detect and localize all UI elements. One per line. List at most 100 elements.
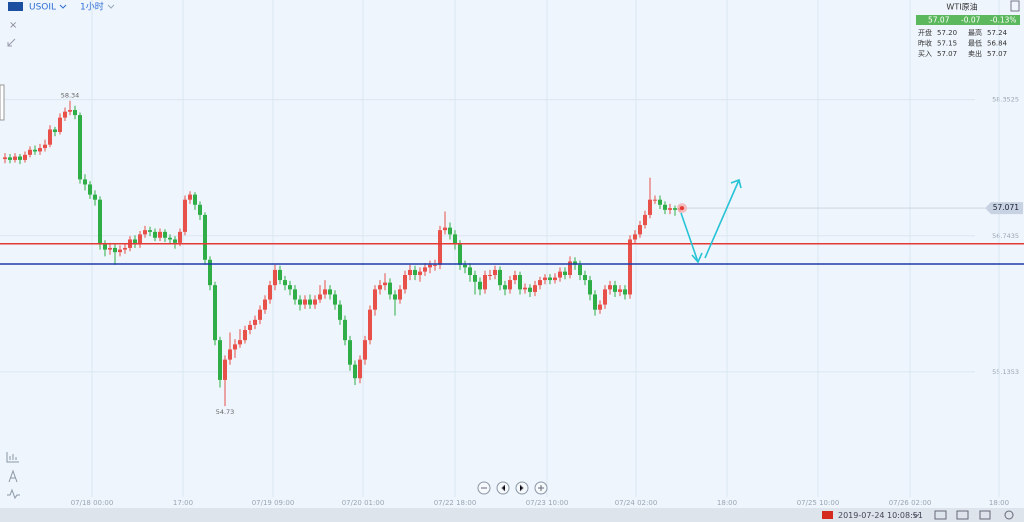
candle-body	[418, 271, 422, 275]
candle-body	[593, 294, 597, 310]
candle-body	[478, 281, 482, 290]
candle-body	[368, 309, 372, 341]
candle-body	[133, 239, 137, 245]
dropdown-icon[interactable]	[59, 4, 67, 9]
candle-body	[293, 289, 297, 300]
candle-body	[643, 214, 647, 226]
candle-body	[468, 267, 472, 275]
price-tag	[985, 202, 1023, 215]
candle-body	[668, 208, 672, 210]
candle-body	[308, 299, 312, 305]
y-tick-label: 56.7435	[992, 232, 1019, 240]
candles	[3, 100, 682, 407]
icon[interactable]	[934, 510, 947, 520]
candle-body	[193, 194, 197, 205]
candle-body	[263, 299, 267, 310]
panel-icon[interactable]	[1010, 0, 1020, 12]
candle-body	[573, 261, 577, 265]
x-tick-label: 07/26 02:00	[889, 499, 932, 507]
candle-body	[553, 277, 557, 281]
candle-body	[398, 289, 402, 300]
candle-body	[3, 157, 7, 160]
candle-body	[378, 285, 382, 290]
candle-body	[83, 179, 87, 185]
candle-body	[343, 319, 347, 341]
x-tick-label: 17:00	[173, 499, 193, 507]
candle-body	[88, 184, 92, 195]
icon[interactable]	[979, 510, 991, 520]
candle-body	[238, 340, 242, 345]
candle-body	[448, 227, 452, 235]
candle-body	[423, 267, 427, 272]
candle-body	[463, 264, 467, 268]
candle-body	[493, 269, 497, 275]
icon[interactable]	[1004, 510, 1014, 520]
toolbar	[6, 452, 20, 500]
candle-body	[348, 340, 352, 365]
candle-body	[103, 244, 107, 250]
candle-body	[48, 129, 52, 145]
candle-body	[98, 199, 102, 245]
quote-rows: 开盘 57.20 最高 57.24 昨收 57.15 最低 56.84 买入 57.07 卖出 57.…	[918, 28, 1008, 58]
quote-name: WTI原油	[946, 2, 977, 12]
icon[interactable]	[956, 510, 969, 520]
candle-body	[18, 156, 22, 160]
candle-body	[338, 304, 342, 320]
candle-body	[568, 261, 572, 275]
candle-body	[73, 110, 77, 116]
tool-icon[interactable]	[6, 452, 19, 463]
candle-body	[383, 282, 387, 286]
quote-price: 57.07	[928, 16, 950, 25]
quote-bar	[916, 15, 1020, 25]
grid: 55.1353 56.7435 58.3525 07/18 00:00 17:00 07/…	[0, 0, 1019, 507]
candle-body	[413, 269, 417, 275]
candle-body	[408, 269, 412, 275]
quote-value: 56.84	[987, 40, 1008, 48]
tool-icon[interactable]	[7, 488, 20, 500]
x-tick-label: 07/20 01:00	[342, 499, 385, 507]
candle-body	[278, 269, 282, 281]
quote-label: 开盘	[918, 28, 932, 37]
x-tick-label: 07/19 09:00	[252, 499, 295, 507]
candle-body	[613, 285, 617, 292]
low-label: 54.73	[216, 408, 235, 416]
candle-body	[228, 349, 232, 360]
dropdown-icon[interactable]	[912, 513, 920, 518]
candle-body	[53, 129, 57, 132]
candle-body	[528, 287, 532, 292]
candle-body	[148, 230, 152, 232]
candle-body	[393, 294, 397, 300]
interval[interactable]: 1小时	[80, 1, 104, 13]
candle-body	[283, 280, 287, 286]
tool-icon[interactable]	[8, 469, 18, 483]
candle-body	[183, 199, 187, 232]
quote-value: 57.07	[937, 50, 957, 58]
high-label: 58.34	[61, 92, 80, 100]
candle-body	[313, 299, 317, 305]
arrow	[704, 178, 742, 259]
side-tab[interactable]	[0, 84, 5, 121]
symbol[interactable]: USOIL	[29, 3, 56, 13]
candle-body	[38, 148, 42, 152]
candle-body	[78, 115, 82, 180]
candle-body	[333, 294, 337, 305]
close-icon[interactable]: ×	[9, 20, 17, 31]
expand-icon[interactable]	[7, 38, 16, 47]
candle-body	[288, 285, 292, 290]
quote-label: 买入	[918, 50, 932, 58]
candle-body	[243, 330, 247, 341]
quote-label: 最高	[968, 28, 982, 37]
candle-body	[458, 244, 462, 265]
candle-body	[268, 285, 272, 300]
last-price-dot	[680, 206, 684, 211]
candle-body	[628, 239, 632, 295]
dropdown-icon[interactable]	[107, 4, 115, 9]
candle-body	[63, 111, 67, 118]
x-tick-label: 07/22 18:00	[434, 499, 477, 507]
x-tick-label: 18:00	[989, 499, 1009, 507]
candle-body	[273, 269, 277, 286]
candle-body	[663, 204, 667, 210]
y-tick-label: 58.3525	[992, 96, 1019, 104]
